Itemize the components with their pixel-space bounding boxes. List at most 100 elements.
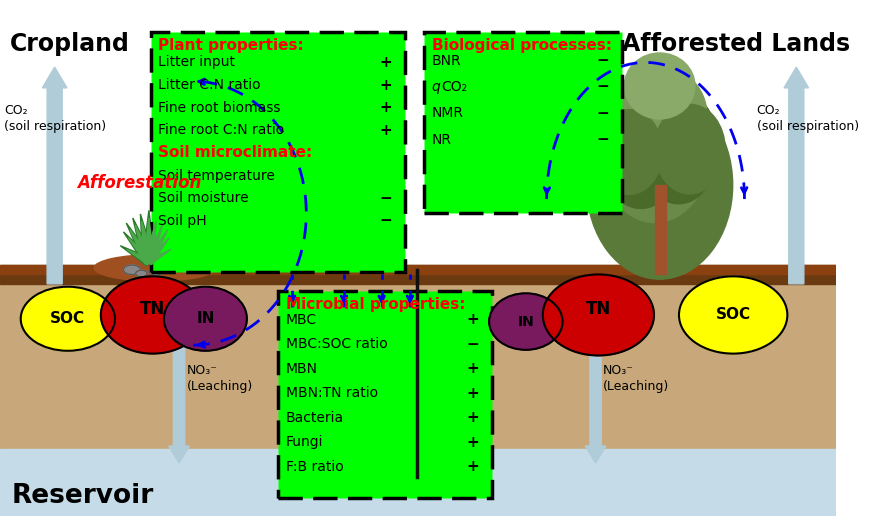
- Polygon shape: [145, 232, 175, 265]
- Text: F:B ratio: F:B ratio: [285, 460, 343, 474]
- Text: SOC: SOC: [715, 307, 750, 322]
- Text: MBN: MBN: [285, 362, 317, 376]
- Polygon shape: [136, 225, 152, 264]
- Text: +: +: [465, 386, 478, 401]
- Text: −: −: [595, 106, 608, 121]
- Polygon shape: [142, 221, 153, 263]
- Text: TN: TN: [140, 301, 165, 318]
- Text: NO₃⁻
(Leaching): NO₃⁻ (Leaching): [186, 364, 253, 392]
- Text: −: −: [379, 191, 392, 205]
- Text: Bacteria: Bacteria: [285, 410, 343, 425]
- Text: Fungi: Fungi: [285, 435, 323, 449]
- Polygon shape: [128, 238, 152, 264]
- Text: +: +: [465, 361, 478, 376]
- Text: +: +: [465, 435, 478, 450]
- Bar: [0, 265, 835, 275]
- Text: Soil pH: Soil pH: [158, 214, 206, 228]
- Text: NMR: NMR: [431, 106, 463, 121]
- Polygon shape: [144, 225, 162, 264]
- Bar: [0, 275, 835, 449]
- Text: +: +: [465, 410, 478, 425]
- Text: MBN:TN ratio: MBN:TN ratio: [285, 386, 377, 400]
- Text: CO₂: CO₂: [440, 80, 467, 94]
- Text: MBC: MBC: [285, 313, 316, 327]
- Polygon shape: [144, 218, 154, 262]
- Ellipse shape: [20, 287, 115, 351]
- FancyArrow shape: [783, 67, 808, 284]
- FancyBboxPatch shape: [424, 32, 621, 213]
- Polygon shape: [144, 223, 171, 265]
- Text: Fine root biomass: Fine root biomass: [158, 101, 281, 115]
- Text: BNR: BNR: [431, 54, 461, 67]
- Ellipse shape: [678, 276, 787, 354]
- FancyArrow shape: [168, 307, 190, 463]
- Text: MBC:SOC ratio: MBC:SOC ratio: [285, 337, 387, 351]
- Polygon shape: [133, 218, 154, 264]
- Ellipse shape: [94, 255, 216, 281]
- Text: −: −: [595, 53, 608, 68]
- Text: Litter C:N ratio: Litter C:N ratio: [158, 78, 260, 92]
- Polygon shape: [126, 223, 153, 265]
- Polygon shape: [140, 214, 155, 263]
- Bar: [652, 185, 667, 275]
- Text: Biological processes:: Biological processes:: [431, 38, 611, 53]
- Text: Cropland: Cropland: [10, 32, 129, 56]
- Text: +: +: [379, 123, 392, 138]
- Polygon shape: [144, 218, 165, 264]
- Polygon shape: [147, 250, 171, 264]
- Text: Microbial properties:: Microbial properties:: [285, 297, 464, 312]
- Text: Afforestation: Afforestation: [77, 174, 201, 192]
- Text: IN: IN: [196, 311, 214, 326]
- Text: −: −: [379, 213, 392, 228]
- Ellipse shape: [488, 293, 562, 350]
- Ellipse shape: [654, 105, 725, 194]
- Ellipse shape: [624, 53, 695, 119]
- Text: Litter input: Litter input: [158, 55, 235, 70]
- Polygon shape: [143, 214, 157, 263]
- Polygon shape: [146, 246, 177, 266]
- Ellipse shape: [598, 86, 682, 209]
- Text: SOC: SOC: [51, 311, 85, 326]
- Text: Reservoir: Reservoir: [12, 483, 153, 509]
- Text: Soil moisture: Soil moisture: [158, 191, 249, 205]
- Bar: [0, 449, 835, 516]
- Text: +: +: [379, 78, 392, 92]
- Ellipse shape: [612, 67, 706, 161]
- Bar: [654, 185, 665, 275]
- Text: +: +: [465, 312, 478, 327]
- Text: IN: IN: [517, 314, 533, 329]
- Ellipse shape: [101, 276, 205, 354]
- Text: Soil microclimate:: Soil microclimate:: [158, 145, 312, 160]
- Ellipse shape: [638, 91, 718, 204]
- Ellipse shape: [596, 109, 662, 194]
- Ellipse shape: [136, 270, 147, 277]
- Ellipse shape: [598, 72, 711, 222]
- FancyBboxPatch shape: [151, 32, 405, 272]
- Text: +: +: [379, 55, 392, 70]
- Polygon shape: [120, 246, 151, 266]
- Text: NR: NR: [431, 133, 451, 147]
- Polygon shape: [144, 221, 156, 263]
- Text: Plant properties:: Plant properties:: [158, 38, 304, 53]
- Ellipse shape: [149, 268, 162, 276]
- Text: −: −: [465, 337, 478, 352]
- Text: CO₂
(soil respiration): CO₂ (soil respiration): [4, 105, 105, 133]
- Ellipse shape: [164, 287, 246, 351]
- Text: q: q: [431, 80, 439, 94]
- Text: −: −: [595, 80, 608, 95]
- FancyArrow shape: [43, 67, 66, 284]
- Text: Soil temperature: Soil temperature: [158, 168, 275, 183]
- Text: −: −: [595, 132, 608, 147]
- Polygon shape: [142, 210, 155, 262]
- Bar: [0, 265, 835, 284]
- FancyArrow shape: [585, 307, 605, 463]
- Ellipse shape: [586, 91, 732, 279]
- Text: +: +: [465, 459, 478, 474]
- Polygon shape: [146, 238, 169, 264]
- Text: +: +: [379, 100, 392, 115]
- FancyBboxPatch shape: [277, 292, 492, 498]
- Polygon shape: [127, 250, 150, 264]
- Text: Fine root C:N ratio: Fine root C:N ratio: [158, 123, 284, 138]
- Ellipse shape: [542, 275, 653, 355]
- Polygon shape: [123, 232, 152, 265]
